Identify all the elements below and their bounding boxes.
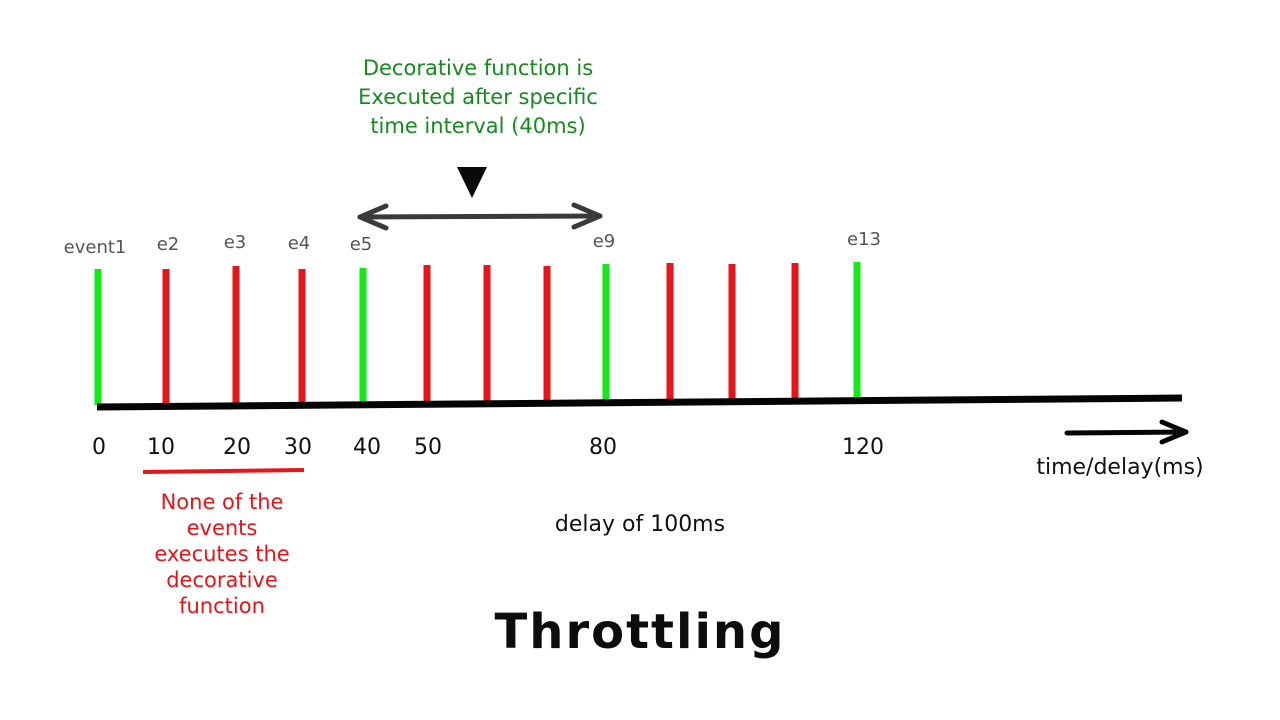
interval-annotation: Decorative function is Executed after sp… bbox=[358, 56, 598, 138]
tick-label: 120 bbox=[842, 435, 884, 460]
event-label: e5 bbox=[350, 234, 373, 255]
event-label: e2 bbox=[157, 234, 180, 255]
skipped-annotation: None of the events executes the decorati… bbox=[154, 490, 290, 618]
event-label: e4 bbox=[288, 233, 311, 254]
tick-label: 30 bbox=[284, 435, 312, 460]
tick-label: 20 bbox=[223, 435, 251, 460]
tick-labels: 0 10 20 30 40 50 80 120 bbox=[92, 435, 884, 460]
tick-label: 40 bbox=[353, 435, 381, 460]
event-labels: event1 e2 e3 e4 e5 e9 e13 bbox=[64, 229, 881, 258]
tick-label: 80 bbox=[589, 435, 617, 460]
delay-label: delay of 100ms bbox=[554, 512, 726, 537]
event-label: event1 bbox=[64, 237, 127, 258]
tick-label: 0 bbox=[92, 435, 106, 460]
time-axis bbox=[96, 394, 1183, 411]
arrow-right-icon bbox=[1064, 419, 1189, 445]
double-headed-arrow-icon bbox=[357, 202, 603, 231]
skipped-range-underline bbox=[142, 468, 305, 474]
event-label: e3 bbox=[224, 232, 247, 253]
tick-label: 50 bbox=[414, 435, 442, 460]
axis-unit-label: time/delay(ms) bbox=[1036, 455, 1204, 480]
tick-label: 10 bbox=[147, 435, 175, 460]
diagram-title: Throttling bbox=[494, 604, 786, 660]
event-label: e9 bbox=[593, 231, 616, 252]
triangle-down-icon bbox=[457, 167, 487, 198]
event-label: e13 bbox=[847, 229, 881, 250]
event-bars bbox=[94, 262, 861, 405]
